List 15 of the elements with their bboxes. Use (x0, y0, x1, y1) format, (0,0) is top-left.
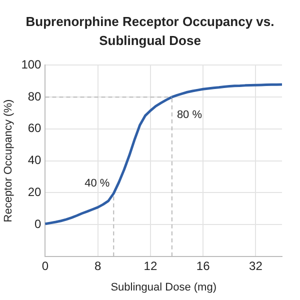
annotation: 80 % (176, 109, 202, 122)
x-tick-label: 32 (249, 258, 263, 273)
y-tick-label: 60 (28, 121, 42, 136)
annotation: 40 % (84, 177, 110, 190)
y-tick-label: 80 (28, 89, 42, 104)
y-axis-title: Receptor Occupancy (%) (2, 99, 15, 222)
y-tick-label: 0 (34, 216, 42, 231)
y-tick-label: 20 (28, 184, 42, 199)
x-tick-label: 12 (144, 258, 158, 273)
x-tick-label: 8 (94, 258, 102, 273)
x-axis-title: Sublingual Dose (mg) (110, 281, 216, 294)
y-tick-label: 100 (21, 58, 42, 72)
chart-title: Buprenorphine Receptor Occupancy vs. Sublingual Dose (24, 13, 276, 50)
x-tick-label: 16 (196, 258, 210, 273)
y-tick-label: 40 (28, 153, 42, 168)
